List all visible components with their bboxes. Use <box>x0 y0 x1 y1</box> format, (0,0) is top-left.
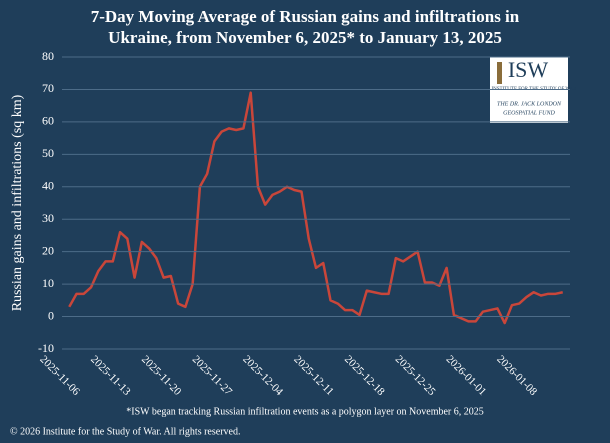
copyright: © 2026 Institute for the Study of War. A… <box>10 426 240 437</box>
y-tick-label: 60 <box>42 114 54 128</box>
chart-title: 7-Day Moving Average of Russian gains an… <box>91 7 520 26</box>
y-tick-label: 80 <box>42 49 54 63</box>
logo-fund: GEOSPATIAL FUND <box>503 110 555 116</box>
y-tick-label: 10 <box>42 276 54 290</box>
logo: ISW INSTITUTE FOR THE STUDY OF WAR THE D… <box>38 49 577 355</box>
y-tick-label: 0 <box>48 308 54 322</box>
logo-name: ISW <box>508 57 549 82</box>
y-tick-label: 50 <box>42 146 54 160</box>
logo-fund: THE DR. JACK LONDON <box>497 101 562 107</box>
logo-box <box>490 57 568 123</box>
y-tick-label: 20 <box>42 243 54 257</box>
y-axis-label: Russian gains and infiltrations (sq km) <box>10 94 25 311</box>
logo-icon <box>497 62 502 84</box>
y-tick-label: 40 <box>42 179 54 193</box>
y-tick-label: 30 <box>42 211 54 225</box>
y-tick-label: -10 <box>38 341 54 355</box>
footnote: *ISW began tracking Russian infiltration… <box>126 406 484 417</box>
y-tick-label: 70 <box>42 81 54 95</box>
chart-title: Ukraine, from November 6, 2025* to Janua… <box>108 28 502 47</box>
